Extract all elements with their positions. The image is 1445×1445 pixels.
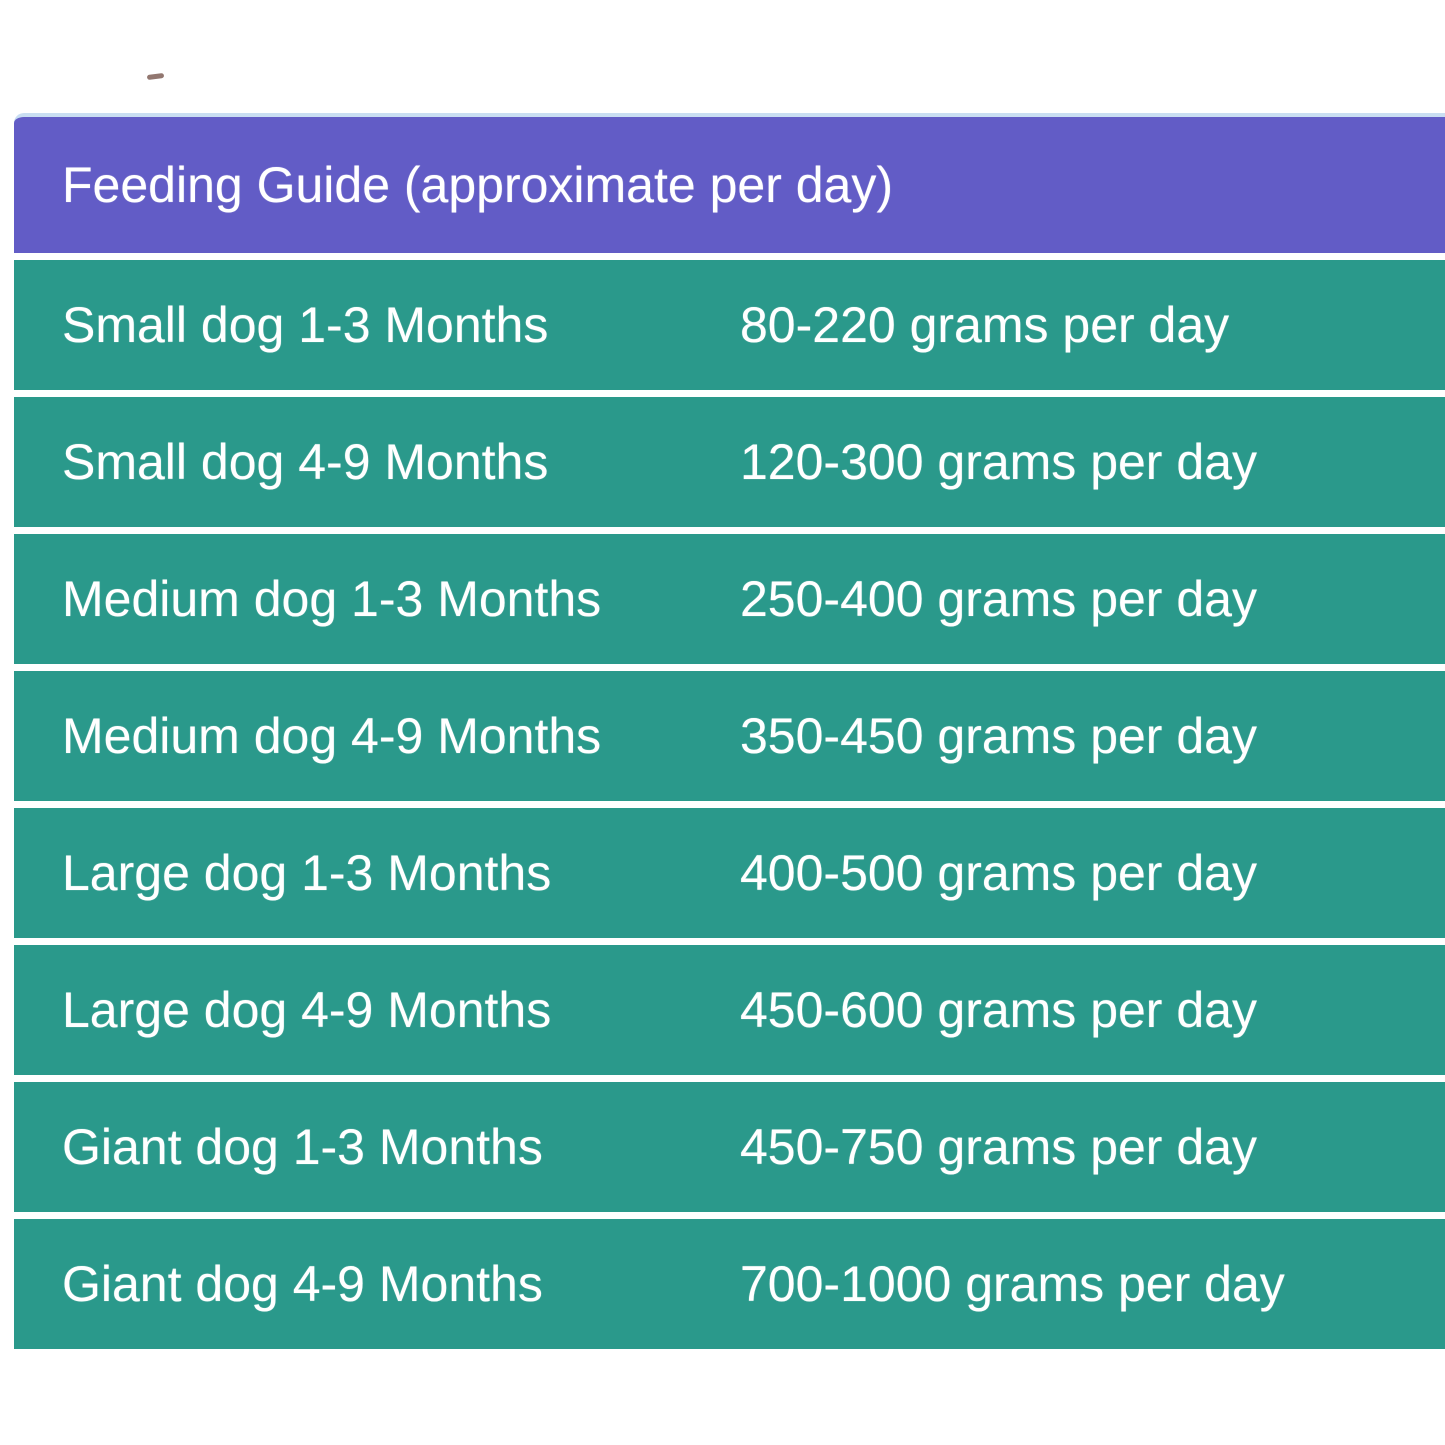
scan-artifact-mark [146, 72, 165, 81]
table-row: Small dog 1-3 Months 80-220 grams per da… [14, 260, 1445, 390]
row-label: Giant dog 1-3 Months [62, 1119, 543, 1175]
row-amount: 700-1000 grams per day [740, 1256, 1285, 1312]
table-row: Large dog 1-3 Months 400-500 grams per d… [14, 808, 1445, 938]
row-label: Giant dog 4-9 Months [62, 1256, 543, 1312]
row-label: Small dog 1-3 Months [62, 297, 549, 353]
row-label: Small dog 4-9 Months [62, 434, 549, 490]
row-label: Medium dog 1-3 Months [62, 571, 602, 627]
row-amount: 350-450 grams per day [740, 708, 1257, 764]
row-amount: 450-750 grams per day [740, 1119, 1257, 1175]
table-row: Large dog 4-9 Months 450-600 grams per d… [14, 945, 1445, 1075]
row-amount: 120-300 grams per day [740, 434, 1257, 490]
table-row: Small dog 4-9 Months 120-300 grams per d… [14, 397, 1445, 527]
table-title: Feeding Guide (approximate per day) [62, 157, 894, 213]
table-row: Giant dog 1-3 Months 450-750 grams per d… [14, 1082, 1445, 1212]
row-amount: 400-500 grams per day [740, 845, 1257, 901]
feeding-guide-table: Feeding Guide (approximate per day) Smal… [14, 113, 1445, 1349]
row-amount: 250-400 grams per day [740, 571, 1257, 627]
row-label: Medium dog 4-9 Months [62, 708, 602, 764]
table-row: Medium dog 4-9 Months 350-450 grams per … [14, 671, 1445, 801]
table-row: Giant dog 4-9 Months 700-1000 grams per … [14, 1219, 1445, 1349]
row-amount: 80-220 grams per day [740, 297, 1230, 353]
feeding-guide-header: Feeding Guide (approximate per day) [14, 113, 1445, 253]
row-label: Large dog 1-3 Months [62, 845, 552, 901]
table-row: Medium dog 1-3 Months 250-400 grams per … [14, 534, 1445, 664]
row-amount: 450-600 grams per day [740, 982, 1257, 1038]
row-label: Large dog 4-9 Months [62, 982, 552, 1038]
